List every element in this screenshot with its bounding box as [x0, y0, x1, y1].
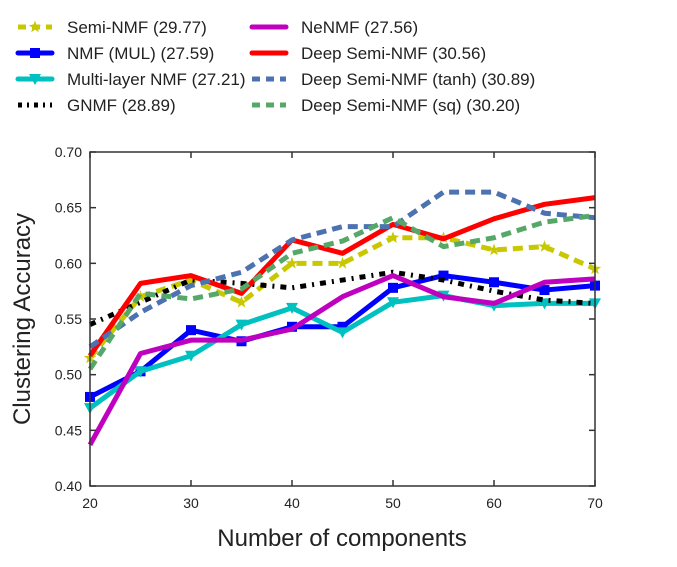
series-line [88, 189, 596, 349]
legend-entry: Deep Semi-NMF (30.56) [249, 44, 486, 63]
legend-label: NeNMF (27.56) [301, 18, 418, 37]
legend-label: Semi-NMF (29.77) [67, 18, 207, 37]
data-point [285, 256, 299, 269]
y-tick-label: 0.55 [55, 311, 82, 327]
series-line [87, 212, 596, 371]
x-tick-label: 60 [486, 495, 502, 511]
series-7 [87, 212, 596, 371]
legend-label: Deep Semi-NMF (30.56) [301, 44, 486, 63]
y-tick-label: 0.65 [55, 200, 82, 216]
y-tick-label: 0.45 [55, 422, 82, 438]
data-point [134, 366, 147, 378]
legend-label: Multi-layer NMF (27.21) [67, 70, 246, 89]
x-tick-label: 40 [284, 495, 300, 511]
y-axis-label: Clustering Accuracy [9, 213, 36, 425]
data-point [336, 327, 349, 339]
legend-entry: NeNMF (27.56) [249, 18, 418, 37]
legend-entry: Deep Semi-NMF (sq) (30.20) [252, 96, 520, 115]
series-line [87, 195, 596, 358]
legend-entry: GNMF (28.89) [18, 96, 176, 115]
series-line [87, 273, 596, 447]
data-point [538, 240, 551, 252]
y-tick-label: 0.60 [55, 255, 82, 271]
data-point [337, 321, 348, 332]
legend-entry: Deep Semi-NMF (tanh) (30.89) [252, 70, 535, 89]
data-point [30, 48, 40, 58]
data-point [185, 350, 197, 362]
x-tick-label: 70 [587, 495, 603, 511]
legend-entry: Semi-NMF (29.77) [18, 18, 207, 37]
legend-label: Deep Semi-NMF (tanh) (30.89) [301, 70, 535, 89]
x-axis-label: Number of components [217, 525, 466, 552]
legend: Semi-NMF (29.77) NMF (MUL) (27.59) Multi-l… [15, 18, 535, 115]
legend-label: GNMF (28.89) [67, 96, 176, 115]
series-4 [87, 273, 596, 447]
data-point [438, 270, 449, 281]
data-point [336, 256, 349, 269]
y-tick-label: 0.40 [55, 478, 82, 494]
series-group [83, 189, 602, 447]
data-point [184, 273, 198, 286]
data-point [539, 285, 550, 296]
data-point [235, 295, 248, 308]
y-tick-label: 0.70 [55, 144, 82, 160]
y-tick-label: 0.50 [55, 367, 82, 383]
series-6 [88, 189, 596, 349]
data-point [487, 243, 501, 256]
data-point [489, 277, 499, 288]
legend-label: Deep Semi-NMF (sq) (30.20) [301, 96, 520, 115]
data-point [235, 319, 248, 331]
legend-entry: NMF (MUL) (27.59) [15, 44, 214, 63]
data-point [186, 325, 196, 336]
series-5 [87, 195, 596, 358]
data-point [388, 282, 398, 293]
data-point [387, 297, 399, 309]
x-tick-label: 30 [183, 495, 199, 511]
data-point [28, 20, 42, 33]
x-tick-label: 50 [385, 495, 401, 511]
x-tick-label: 20 [82, 495, 98, 511]
axes: 20 30 40 50 60 70 0.40 0.45 0.50 0.55 0.60 0.65 0.70 [55, 144, 603, 511]
data-point [286, 302, 298, 314]
legend-entry: Multi-layer NMF (27.21) [15, 70, 246, 89]
data-point [386, 231, 400, 243]
data-point [29, 74, 41, 85]
legend-label: NMF (MUL) (27.59) [67, 44, 214, 63]
plot-area [90, 152, 595, 486]
